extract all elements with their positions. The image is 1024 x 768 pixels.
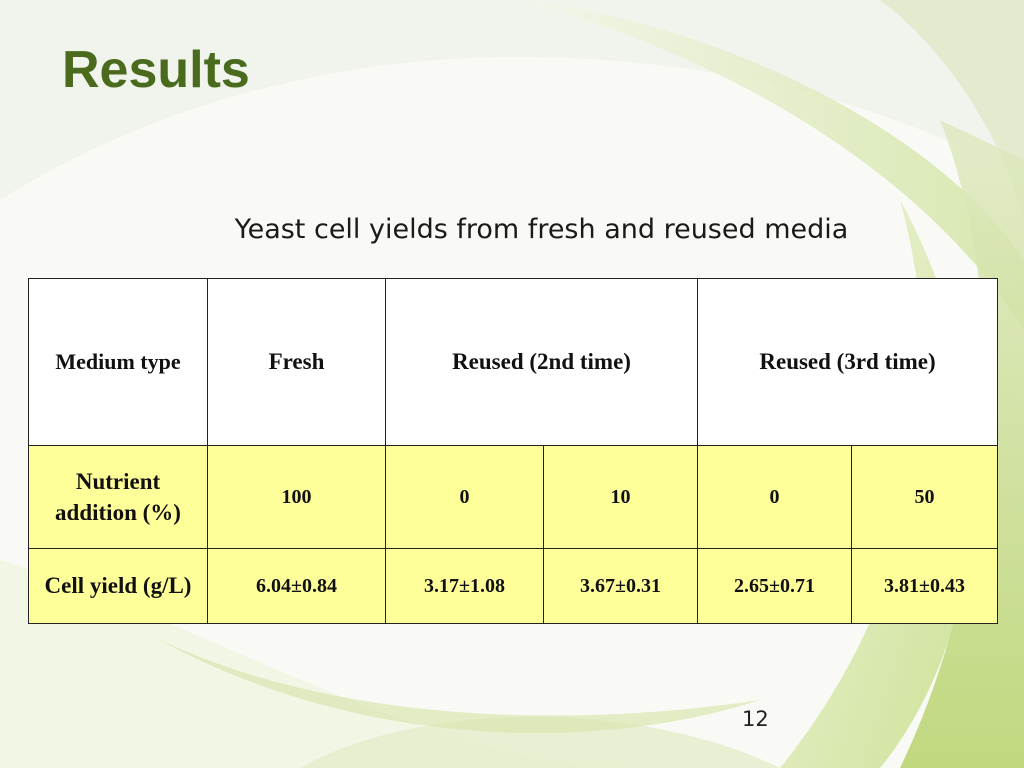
nutrient-addition-label: Nutrient addition (%) — [28, 445, 208, 549]
cell-yield-label: Cell yield (g/L) — [28, 548, 208, 624]
cell-yield-row: Cell yield (g/L) 6.04±0.84 3.17±1.08 3.6… — [28, 548, 999, 624]
nutrient-value-cell: 100 — [207, 445, 386, 549]
table-header-row: Medium type Fresh Reused (2nd time) Reus… — [28, 278, 999, 446]
nutrient-value-cell: 10 — [542, 445, 699, 549]
slide-title: Results — [62, 41, 250, 99]
page-number: 12 — [742, 707, 769, 731]
nutrient-value-cell: 0 — [385, 445, 544, 549]
yield-table: Medium type Fresh Reused (2nd time) Reus… — [28, 278, 999, 624]
yield-value-cell: 3.17±1.08 — [385, 548, 544, 624]
reused-3rd-header: Reused (3rd time) — [697, 278, 999, 446]
nutrient-value-cell: 0 — [697, 445, 853, 549]
yield-value-cell: 3.67±0.31 — [542, 548, 699, 624]
medium-type-header: Medium type — [28, 278, 208, 446]
yield-value-cell: 3.81±0.43 — [851, 548, 999, 624]
yield-value-cell: 2.65±0.71 — [697, 548, 853, 624]
yield-value-cell: 6.04±0.84 — [207, 548, 386, 624]
reused-2nd-header: Reused (2nd time) — [384, 278, 699, 446]
table-caption: Yeast cell yields from fresh and reused … — [234, 214, 849, 245]
fresh-header: Fresh — [207, 278, 386, 446]
nutrient-value-cell: 50 — [851, 445, 999, 549]
nutrient-addition-row: Nutrient addition (%) 100 0 10 0 50 — [28, 445, 999, 549]
